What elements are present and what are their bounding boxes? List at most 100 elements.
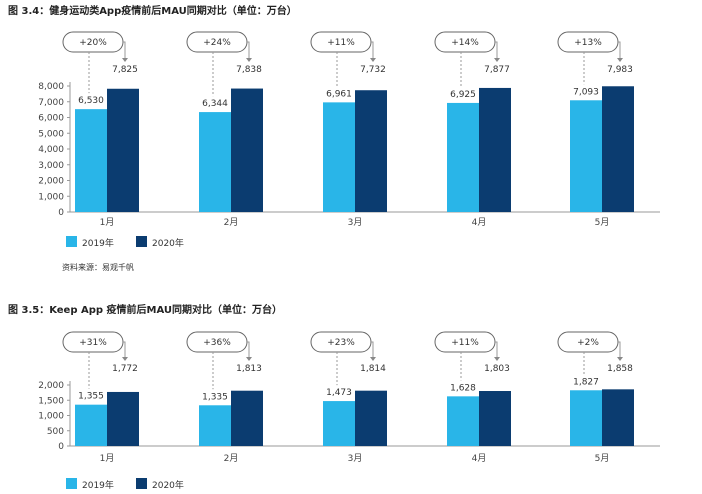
chart1-growth-label: +14%	[451, 38, 479, 48]
chart1-growth-arrow	[495, 41, 498, 60]
chart1-y-tick-label: 5,000	[38, 129, 64, 139]
chart1-value-label-2020: 7,732	[360, 65, 386, 75]
chart2-bar-2020	[231, 390, 263, 446]
chart2-bar-2020	[602, 389, 634, 446]
chart1-value-label-2019: 7,093	[573, 87, 599, 97]
chart2-title: 图 3.5：Keep App 疫情前后MAU同期对比（单位：万台）	[8, 303, 282, 316]
chart1-value-label-2020: 7,838	[236, 65, 262, 75]
chart1-growth-arrowhead	[370, 58, 376, 62]
chart1-category-label: 4月	[472, 217, 487, 228]
chart2-legend-label-2020: 2020年	[152, 479, 184, 491]
chart1-bar-2019	[199, 112, 231, 212]
chart2-growth-arrow	[247, 341, 250, 359]
chart2-growth-arrowhead	[246, 357, 252, 361]
chart1-legend-label-2020: 2020年	[152, 237, 184, 249]
chart1-growth-label: +13%	[574, 38, 602, 48]
chart2-y-tick-label: 1,000	[38, 412, 64, 422]
chart2-bar-2020	[355, 390, 387, 446]
chart1-bar-2019	[323, 102, 355, 212]
chart1-y-tick-label: 4,000	[38, 145, 64, 155]
chart2-growth-label: +2%	[577, 338, 599, 348]
chart1-y-tick-label: 0	[58, 208, 64, 218]
chart1-y-tick-label: 1,000	[38, 192, 64, 202]
chart1-growth-label: +11%	[327, 38, 355, 48]
chart2-growth-arrowhead	[494, 357, 500, 361]
chart2-value-label-2020: 1,772	[112, 364, 138, 374]
chart2-bar-2019	[323, 401, 355, 446]
chart1-y-tick-label: 3,000	[38, 161, 64, 171]
chart1-growth-arrow	[247, 41, 250, 60]
chart1-category-label: 2月	[224, 217, 239, 228]
chart2-y-tick-label: 2,000	[38, 381, 64, 391]
chart1-y-tick-label: 2,000	[38, 177, 64, 187]
chart2-value-label-2020: 1,814	[360, 364, 386, 374]
chart2-y-tick-label: 0	[58, 442, 64, 452]
chart2-growth-arrow	[495, 341, 498, 359]
chart1-growth-label: +24%	[203, 38, 231, 48]
chart2-bar-2019	[570, 390, 602, 446]
chart1-value-label-2019: 6,344	[202, 99, 228, 109]
chart1-y-tick-label: 7,000	[38, 98, 64, 108]
chart1-value-label-2020: 7,877	[484, 65, 510, 75]
chart2-bar-2019	[199, 405, 231, 446]
chart2-value-label-2020: 1,858	[607, 364, 633, 374]
chart1-legend-label-2019: 2019年	[82, 237, 114, 249]
chart2-legend-swatch-2019	[66, 478, 77, 489]
chart2-growth-label: +23%	[327, 338, 355, 348]
chart2-bar-2020	[479, 391, 511, 446]
chart1-growth-arrow	[618, 41, 621, 60]
chart1-bar-2020	[107, 88, 139, 212]
chart1-value-label-2019: 6,925	[450, 90, 476, 100]
chart2-y-tick-label: 1,500	[38, 396, 64, 406]
chart2-growth-arrowhead	[617, 357, 623, 361]
chart1-value-label-2019: 6,961	[326, 89, 352, 99]
chart1-source-note: 资料来源：易观千帆	[62, 262, 134, 272]
chart1-growth-arrowhead	[246, 58, 252, 62]
chart1-y-tick-label: 6,000	[38, 114, 64, 124]
chart2-value-label-2019: 1,628	[450, 383, 476, 393]
chart2-legend-swatch-2020	[136, 478, 147, 489]
chart2-growth-label: +11%	[451, 338, 479, 348]
chart1-bar-2020	[231, 88, 263, 212]
chart1-bar-2020	[479, 87, 511, 212]
chart1-growth-label: +20%	[79, 38, 107, 48]
chart2-growth-arrowhead	[122, 357, 128, 361]
chart1-category-label: 5月	[595, 217, 610, 228]
chart2-growth-arrow	[123, 341, 126, 359]
chart1-title: 图 3.4：健身运动类App疫情前后MAU同期对比（单位：万台）	[8, 4, 297, 17]
chart2-value-label-2019: 1,473	[326, 388, 352, 398]
chart1-y-tick-label: 8,000	[38, 82, 64, 92]
chart2-y-tick-label: 500	[47, 427, 64, 437]
chart1-growth-arrow	[123, 41, 126, 60]
chart2-legend-label-2019: 2019年	[82, 479, 114, 491]
chart1-growth-arrow	[371, 41, 374, 60]
chart2-bar-2019	[447, 396, 479, 446]
chart1-legend-swatch-2020	[136, 236, 147, 247]
chart2-growth-label: +36%	[203, 338, 231, 348]
chart2-value-label-2019: 1,827	[573, 377, 599, 387]
chart1-legend-swatch-2019	[66, 236, 77, 247]
chart2-bar-2019	[75, 404, 107, 446]
chart2-value-label-2019: 1,335	[202, 392, 228, 402]
chart2-bar-2020	[107, 391, 139, 446]
chart2-value-label-2020: 1,803	[484, 364, 510, 374]
chart2-category-label: 4月	[472, 453, 487, 464]
chart1-bar-2019	[570, 100, 602, 212]
chart2-growth-arrowhead	[370, 357, 376, 361]
chart2-value-label-2020: 1,813	[236, 364, 262, 374]
chart1-bar-2020	[602, 86, 634, 212]
chart1-value-label-2020: 7,983	[607, 65, 633, 75]
chart2-category-label: 5月	[595, 453, 610, 464]
chart1-growth-arrowhead	[617, 58, 623, 62]
chart1-bar-2019	[75, 109, 107, 212]
chart1-category-label: 3月	[348, 217, 363, 228]
chart2-growth-arrow	[371, 341, 374, 359]
chart2-category-label: 2月	[224, 453, 239, 464]
chart2-category-label: 1月	[100, 453, 115, 464]
chart1-category-label: 1月	[100, 217, 115, 228]
chart1-growth-arrowhead	[122, 58, 128, 62]
chart1-growth-arrowhead	[494, 58, 500, 62]
chart2-growth-arrow	[618, 341, 621, 359]
chart2-growth-label: +31%	[79, 338, 107, 348]
